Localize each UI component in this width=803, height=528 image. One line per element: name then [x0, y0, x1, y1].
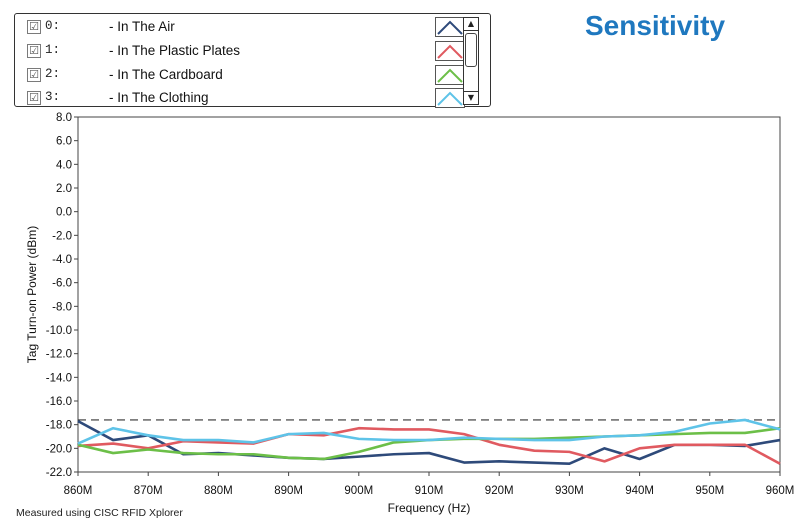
- checkbox-in-the-plastic-plates[interactable]: ☑: [27, 44, 41, 58]
- line-swatch-icon[interactable]: [435, 41, 465, 61]
- x-tick-label: 870M: [134, 485, 163, 497]
- legend-index: 1:: [45, 43, 61, 57]
- y-tick-label: -10.0: [46, 325, 72, 337]
- legend-scrollbar[interactable]: ▲ ▼: [463, 17, 479, 105]
- scroll-thumb[interactable]: [465, 33, 477, 67]
- legend-item-in-the-air[interactable]: ☑ 0: - In The Air: [23, 17, 493, 39]
- y-tick-label: -2.0: [52, 230, 72, 242]
- y-tick-label: -14.0: [46, 372, 72, 384]
- y-tick-label: -4.0: [52, 254, 72, 266]
- y-tick-label: 6.0: [56, 136, 72, 148]
- x-tick-label: 880M: [204, 485, 233, 497]
- checkbox-in-the-clothing[interactable]: ☑: [27, 91, 41, 105]
- x-tick-label: 960M: [766, 485, 795, 497]
- swatch-stroke: [437, 68, 463, 83]
- legend-label: - In The Clothing: [109, 90, 209, 105]
- x-tick-label: 920M: [485, 485, 514, 497]
- y-tick-label: 2.0: [56, 183, 72, 195]
- line-swatch-icon[interactable]: [435, 17, 465, 37]
- y-tick-label: 8.0: [56, 112, 72, 124]
- series-line-3: [77, 418, 781, 445]
- checkbox-in-the-cardboard[interactable]: ☑: [27, 68, 41, 82]
- x-axis-title: Frequency (Hz): [388, 501, 471, 515]
- swatch-stroke: [437, 20, 463, 35]
- x-tick-label: 930M: [555, 485, 584, 497]
- y-tick-label: -12.0: [46, 349, 72, 361]
- scroll-up-icon[interactable]: ▲: [464, 18, 478, 31]
- x-tick-label: 950M: [695, 485, 724, 497]
- legend-index: 0:: [45, 19, 61, 33]
- swatch-stroke: [437, 91, 463, 106]
- y-tick-label: -8.0: [52, 301, 72, 313]
- series-line-1: [77, 426, 781, 465]
- x-tick-label: 890M: [274, 485, 303, 497]
- y-tick-label: -6.0: [52, 278, 72, 290]
- y-tick-label: -22.0: [46, 467, 72, 479]
- x-tick-label: 910M: [415, 485, 444, 497]
- legend-item-in-the-plastic-plates[interactable]: ☑ 1: - In The Plastic Plates: [23, 41, 493, 63]
- chart-title: Sensitivity: [585, 10, 726, 41]
- x-tick-label: 900M: [344, 485, 373, 497]
- checkbox-in-the-air[interactable]: ☑: [27, 20, 41, 34]
- y-tick-label: -20.0: [46, 443, 72, 455]
- y-tick-label: 0.0: [56, 207, 72, 219]
- x-tick-label: 860M: [64, 485, 93, 497]
- swatch-stroke: [437, 44, 463, 59]
- legend-index: 3:: [45, 90, 61, 104]
- legend-panel: ☑ 0: - In The Air ☑ 1: - In The Plastic …: [14, 13, 493, 110]
- y-tick-label: -16.0: [46, 396, 72, 408]
- y-tick-label: 4.0: [56, 159, 72, 171]
- y-axis-title: Tag Turn-on Power (dBm): [25, 226, 39, 363]
- scroll-down-icon[interactable]: ▼: [464, 91, 478, 104]
- legend-label: - In The Plastic Plates: [109, 43, 241, 58]
- legend-item-in-the-clothing[interactable]: ☑ 3: - In The Clothing: [23, 88, 493, 110]
- legend-label: - In The Cardboard: [109, 67, 223, 82]
- footnote: Measured using CISC RFID Xplorer: [16, 507, 183, 519]
- x-tick-label: 940M: [625, 485, 654, 497]
- legend-index: 2:: [45, 67, 61, 81]
- y-tick-label: -18.0: [46, 420, 72, 432]
- legend-label: - In The Air: [109, 19, 175, 34]
- legend-item-in-the-cardboard[interactable]: ☑ 2: - In The Cardboard: [23, 65, 493, 87]
- plot-area: [77, 116, 781, 473]
